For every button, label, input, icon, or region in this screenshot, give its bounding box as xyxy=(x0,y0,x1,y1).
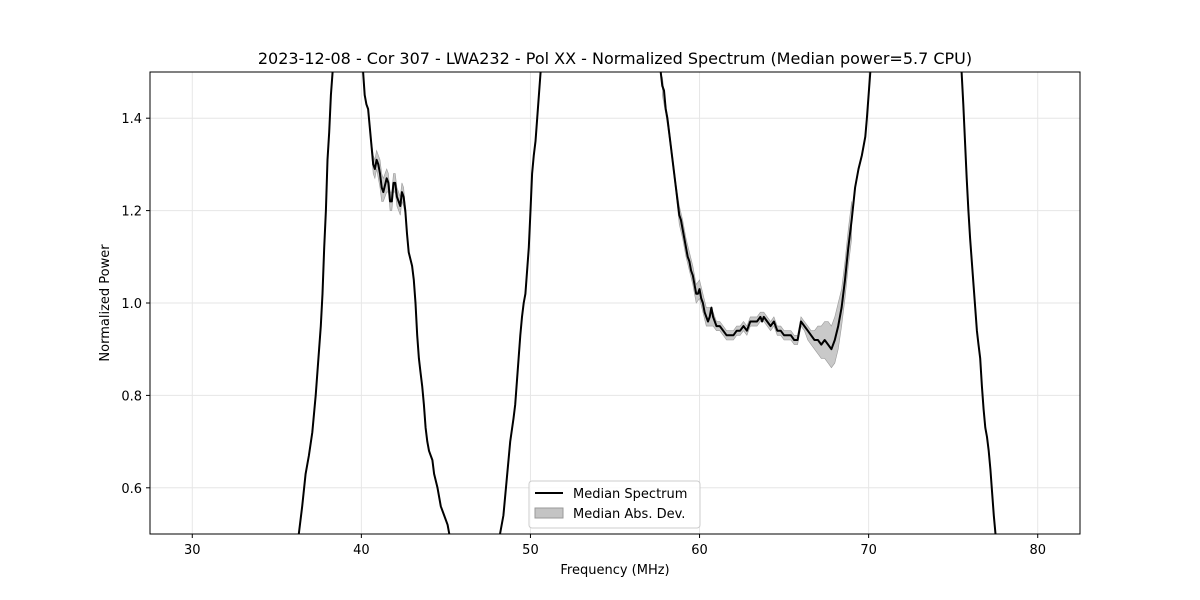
y-axis-label: Normalized Power xyxy=(98,244,113,362)
median-line-layer xyxy=(297,72,997,534)
tick-layer: 30 40 50 60 70 80 0.6 0.8 1.0 1.2 1.4 xyxy=(121,112,1046,558)
legend-label-median-spectrum: Median Spectrum xyxy=(573,487,687,502)
y-tick-label: 0.8 xyxy=(121,389,142,404)
chart-title: 2023-12-08 - Cor 307 - LWA232 - Pol XX -… xyxy=(258,49,972,68)
median-spectrum-line xyxy=(297,72,334,534)
x-tick-label: 40 xyxy=(353,543,370,558)
y-tick-label: 1.2 xyxy=(121,205,142,220)
grid-layer xyxy=(150,72,1080,534)
x-axis-label: Frequency (MHz) xyxy=(560,563,669,578)
median-spectrum-line xyxy=(960,72,997,534)
legend: Median Spectrum Median Abs. Dev. xyxy=(528,480,701,529)
legend-band-swatch xyxy=(534,507,564,519)
y-tick-label: 1.0 xyxy=(121,297,142,312)
mad-band xyxy=(662,76,852,369)
y-tick-label: 0.6 xyxy=(121,482,142,497)
x-tick-label: 50 xyxy=(522,543,539,558)
x-tick-label: 30 xyxy=(184,543,201,558)
y-tick-label: 1.4 xyxy=(121,112,142,127)
median-spectrum-line xyxy=(659,72,872,351)
x-tick-label: 60 xyxy=(691,543,708,558)
median-spectrum-line xyxy=(362,72,451,534)
x-tick-label: 80 xyxy=(1029,543,1046,558)
x-tick-label: 70 xyxy=(860,543,877,558)
median-spectrum-line xyxy=(499,72,542,534)
legend-label-median-abs-dev: Median Abs. Dev. xyxy=(573,507,685,522)
legend-box xyxy=(528,480,701,529)
